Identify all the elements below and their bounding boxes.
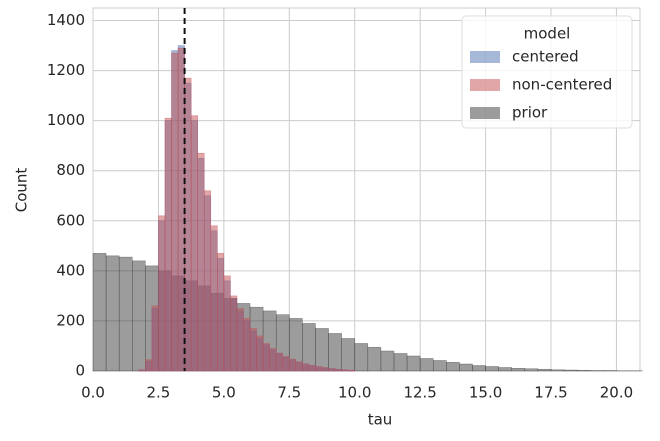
x-tick-label: 7.5: [277, 384, 301, 402]
bar: [472, 365, 486, 372]
bar: [275, 352, 283, 372]
bar: [485, 366, 499, 372]
legend-swatch: [470, 107, 500, 119]
bar: [590, 370, 604, 372]
bar: [419, 358, 434, 372]
bar: [262, 343, 270, 372]
bar: [334, 368, 342, 372]
y-tick-label: 1000: [47, 111, 85, 129]
legend: model centered non-centered prior: [461, 15, 633, 129]
bar: [328, 333, 342, 372]
x-tick-label: 0.0: [81, 384, 105, 402]
x-tick-label: 2.5: [147, 384, 171, 402]
bar: [158, 215, 166, 372]
bar: [230, 295, 238, 372]
bar: [498, 367, 513, 372]
legend-title: model: [524, 25, 571, 43]
bar: [105, 255, 120, 372]
x-tick-label: 17.5: [534, 384, 567, 402]
legend-label: non-centered: [512, 76, 612, 94]
bar: [308, 364, 316, 372]
bar: [576, 369, 591, 372]
y-tick-label: 1200: [47, 61, 85, 79]
bar: [302, 363, 310, 372]
legend-swatch: [470, 51, 500, 63]
bar: [550, 369, 565, 372]
bar: [203, 190, 212, 372]
x-tick-label: 10.0: [338, 384, 371, 402]
bar: [256, 335, 264, 372]
legend-swatch: [470, 79, 500, 91]
bar: [210, 225, 218, 372]
bar: [164, 117, 172, 372]
bar: [315, 366, 323, 372]
bar: [603, 370, 617, 372]
bar: [190, 115, 198, 372]
bar: [223, 275, 231, 372]
y-tick-label: 400: [56, 261, 85, 279]
x-tick-label: 15.0: [469, 384, 502, 402]
x-axis-label: tau: [368, 411, 393, 429]
bar: [321, 367, 329, 372]
bar: [138, 369, 146, 372]
bar: [151, 305, 159, 372]
bar: [236, 308, 244, 372]
bar: [249, 328, 257, 372]
bar: [92, 253, 107, 372]
x-tick-label: 12.5: [403, 384, 436, 402]
y-tick-label: 1400: [47, 11, 85, 29]
y-tick-label: 800: [56, 161, 85, 179]
bar: [347, 369, 355, 372]
bar: [524, 368, 539, 372]
legend-box: [461, 15, 633, 129]
y-axis-label: Count: [13, 168, 31, 213]
bar: [537, 368, 552, 372]
bar: [217, 253, 225, 372]
bar: [459, 363, 473, 372]
y-tick-label: 600: [56, 211, 85, 229]
x-tick-label: 5.0: [212, 384, 236, 402]
bar: [367, 346, 382, 372]
bar: [282, 356, 290, 372]
bar: [243, 318, 251, 372]
bar: [406, 355, 421, 372]
bar: [341, 369, 349, 372]
bar: [446, 361, 460, 372]
bar: [328, 368, 336, 372]
legend-label: centered: [512, 48, 579, 66]
bar: [511, 367, 526, 372]
bar: [197, 152, 205, 372]
legend-label: prior: [512, 104, 548, 122]
bar: [145, 359, 153, 372]
bar: [132, 260, 146, 372]
bar: [393, 353, 408, 372]
bar: [380, 350, 395, 372]
bar: [269, 348, 277, 372]
bar: [315, 328, 329, 372]
bar: [289, 358, 297, 372]
x-tick-label: 20.0: [600, 384, 633, 402]
y-tick-label: 200: [56, 311, 85, 329]
bar: [171, 52, 179, 372]
bar: [341, 338, 355, 372]
bar: [118, 256, 133, 372]
bar: [354, 343, 369, 372]
bar: [432, 360, 447, 372]
bar: [295, 361, 303, 372]
bar: [563, 369, 578, 372]
y-tick-label: 0: [75, 362, 85, 380]
